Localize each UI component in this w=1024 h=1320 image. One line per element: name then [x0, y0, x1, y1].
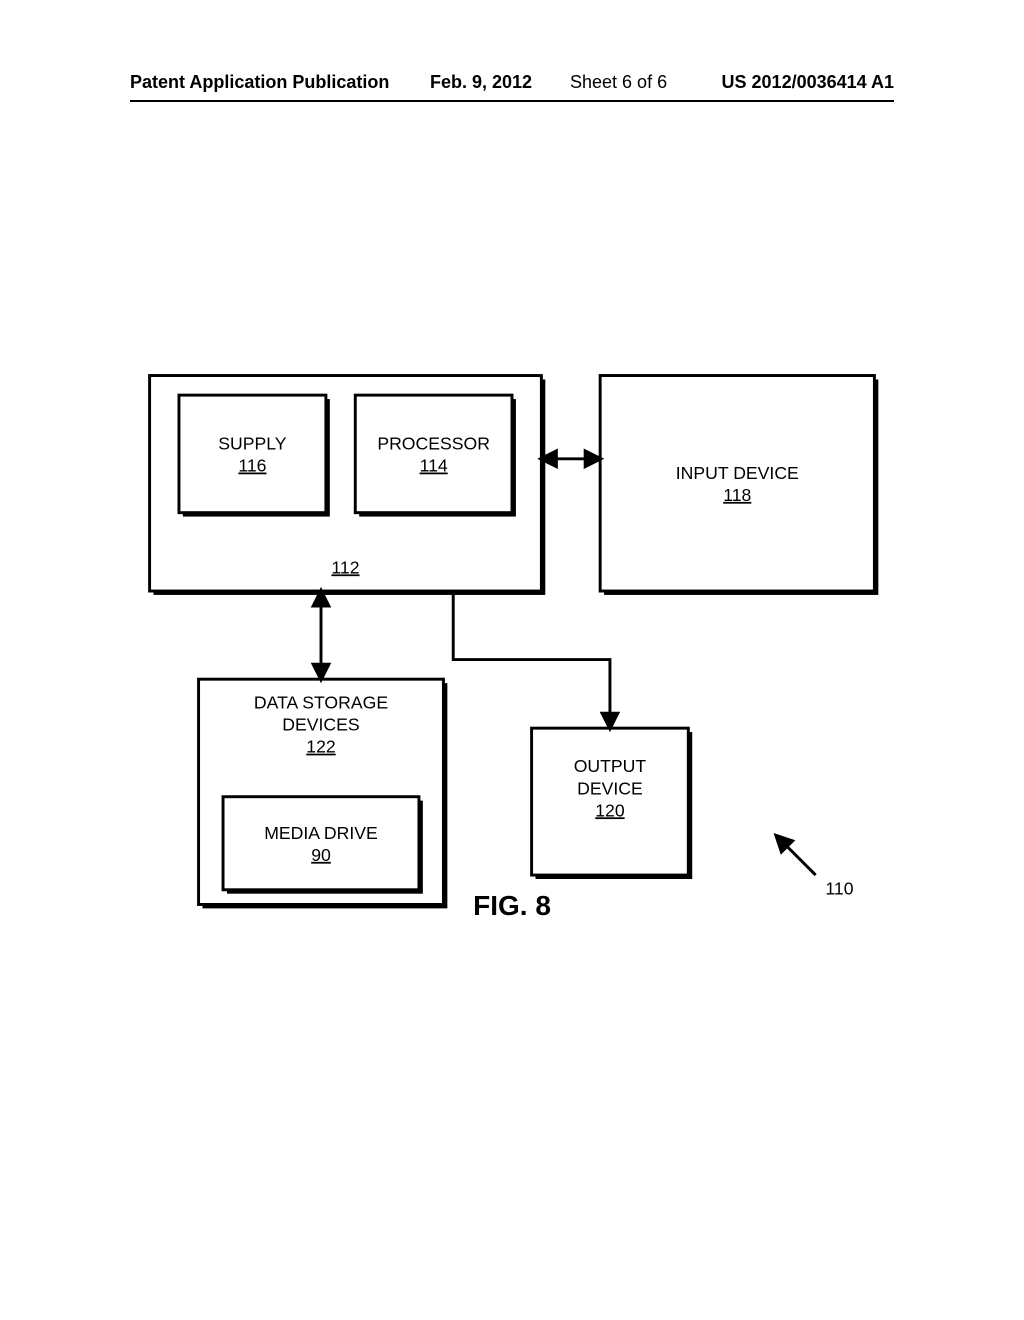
svg-text:SUPPLY: SUPPLY [218, 433, 286, 453]
svg-text:122: 122 [306, 737, 335, 757]
svg-text:PROCESSOR: PROCESSOR [377, 433, 490, 453]
svg-text:116: 116 [238, 456, 266, 476]
svg-text:DEVICES: DEVICES [282, 715, 359, 735]
header-rule [130, 100, 894, 102]
svg-text:90: 90 [311, 845, 331, 865]
header-pubno: US 2012/0036414 A1 [722, 72, 894, 93]
header-publication: Patent Application Publication [130, 72, 389, 93]
svg-text:INPUT DEVICE: INPUT DEVICE [676, 463, 799, 483]
svg-text:MEDIA DRIVE: MEDIA DRIVE [264, 823, 378, 843]
header-sheet: Sheet 6 of 6 [570, 72, 667, 93]
header-date: Feb. 9, 2012 [430, 72, 532, 93]
svg-text:118: 118 [723, 485, 751, 505]
svg-text:OUTPUT: OUTPUT [574, 756, 647, 776]
svg-text:DEVICE: DEVICE [577, 778, 643, 798]
figure-caption: FIG. 8 [0, 890, 1024, 922]
svg-text:DATA STORAGE: DATA STORAGE [254, 693, 388, 713]
svg-text:112: 112 [331, 557, 359, 577]
figure-8-diagram: 112 SUPPLY 116 PROCESSOR 114 INPUT DEVICE118 D… [130, 360, 894, 920]
svg-text:120: 120 [595, 800, 625, 820]
svg-text:114: 114 [420, 456, 448, 476]
